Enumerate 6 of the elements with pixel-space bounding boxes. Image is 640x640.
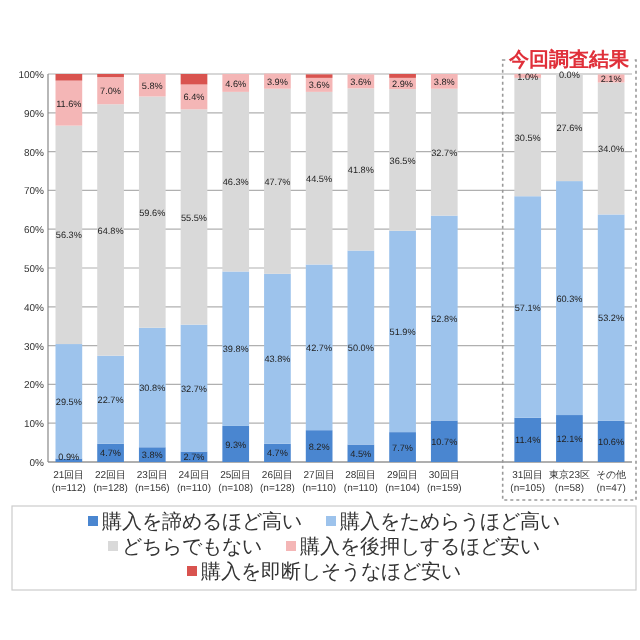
legend-label: 購入を諦めるほど高い [102, 510, 302, 534]
legend-label: どちらでもない [122, 537, 262, 559]
text: 今回調査結果 [507, 48, 632, 72]
legend-label: 購入を後押しするほど安い [300, 535, 540, 559]
legend-label: 購入を即断しそうなほど安い [201, 560, 461, 584]
legend-label: 購入をためらうほど高い [340, 510, 560, 534]
